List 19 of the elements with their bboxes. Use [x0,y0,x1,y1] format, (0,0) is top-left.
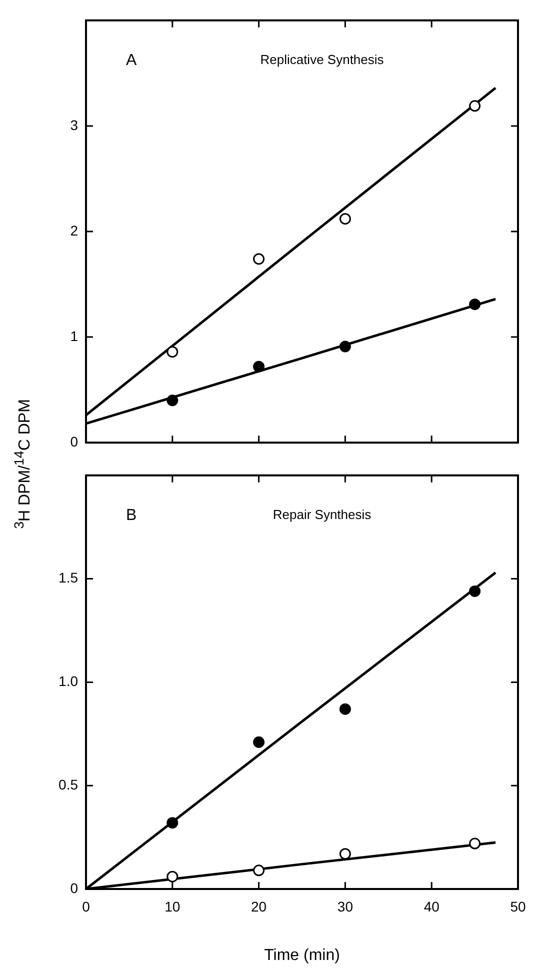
annotation: A [126,52,137,69]
y-tick-label: 1 [70,328,78,344]
y-tick-label: 0.5 [58,776,78,792]
x-tick-label: 10 [164,898,180,914]
x-tick-label: 50 [510,898,526,914]
y-tick-label: 3 [70,116,78,133]
y-tick-label: 1.5 [58,570,78,586]
x-tick-label: 30 [337,898,354,914]
x-tick-label: 20 [251,898,267,914]
x-axis-title: Time (min) [264,946,340,964]
x-tick-label: 40 [424,898,440,914]
annotation: Replicative Synthesis [260,52,384,67]
x-tick-label: 0 [82,898,90,914]
annotation: Repair Synthesis [272,506,372,522]
y-tick-label: 2 [70,222,78,238]
annotation: B [126,506,137,524]
y-tick-label: 0 [70,880,78,896]
y-tick-label: 0 [70,433,78,450]
y-tick-label: 1.0 [58,673,78,690]
